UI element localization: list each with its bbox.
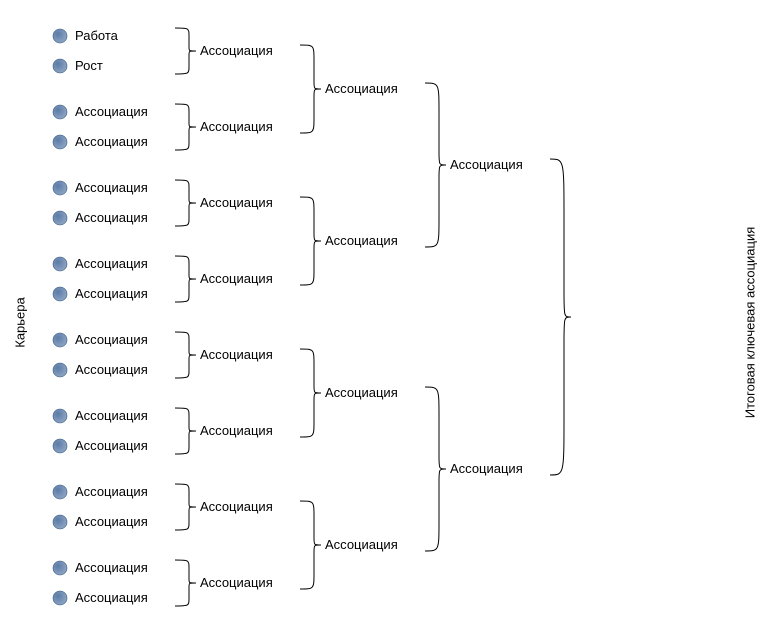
level2-label: Ассоциация [325,537,398,552]
brace-icon [175,178,198,228]
level0-item: Ассоциация [75,210,148,225]
right-axis-label: Итоговая ключевая ассоциация [743,223,758,423]
level0-item: Ассоциация [75,484,148,499]
level0-item: Ассоциация [75,286,148,301]
level0-item: Ассоциация [75,332,148,347]
brace-icon [300,195,323,287]
bullet-icon [50,330,70,350]
level0-item: Ассоциация [75,362,148,377]
bullet-icon [50,436,70,456]
level0-item: Ассоциация [75,180,148,195]
level1-label: Ассоциация [200,43,273,58]
bullet-icon [50,482,70,502]
level0-item: Ассоциация [75,256,148,271]
level0-item: Ассоциация [75,560,148,575]
brace-icon [300,347,323,439]
brace-icon [550,157,573,477]
bullet-icon [50,406,70,426]
bullet-icon [50,178,70,198]
brace-icon [300,43,323,135]
brace-icon [300,499,323,591]
level2-label: Ассоциация [325,233,398,248]
level2-label: Ассоциация [325,385,398,400]
brace-icon [175,406,198,456]
bullet-icon [50,102,70,122]
level0-item: Рост [75,58,103,73]
level1-label: Ассоциация [200,347,273,362]
bracket-diagram: Карьера Итоговая ключевая ассоциация Раб… [0,0,778,643]
level3-label: Ассоциация [450,157,523,172]
brace-icon [175,254,198,304]
level1-label: Ассоциация [200,423,273,438]
bullet-icon [50,26,70,46]
bullet-icon [50,558,70,578]
level2-label: Ассоциация [325,81,398,96]
level0-item: Ассоциация [75,590,148,605]
level0-item: Ассоциация [75,104,148,119]
level1-label: Ассоциация [200,499,273,514]
brace-icon [175,558,198,608]
level1-label: Ассоциация [200,119,273,134]
level0-item: Ассоциация [75,134,148,149]
level1-label: Ассоциация [200,575,273,590]
bullet-icon [50,284,70,304]
level0-item: Работа [75,28,118,43]
bullet-icon [50,588,70,608]
bullet-icon [50,512,70,532]
left-axis-label: Карьера [13,283,28,363]
level1-label: Ассоциация [200,271,273,286]
brace-icon [425,81,448,249]
level0-item: Ассоциация [75,514,148,529]
brace-icon [175,330,198,380]
brace-icon [175,482,198,532]
bullet-icon [50,254,70,274]
level0-item: Ассоциация [75,438,148,453]
level1-label: Ассоциация [200,195,273,210]
level3-label: Ассоциация [450,461,523,476]
bullet-icon [50,208,70,228]
brace-icon [175,26,198,76]
level0-item: Ассоциация [75,408,148,423]
bullet-icon [50,360,70,380]
brace-icon [425,385,448,553]
brace-icon [175,102,198,152]
bullet-icon [50,132,70,152]
bullet-icon [50,56,70,76]
